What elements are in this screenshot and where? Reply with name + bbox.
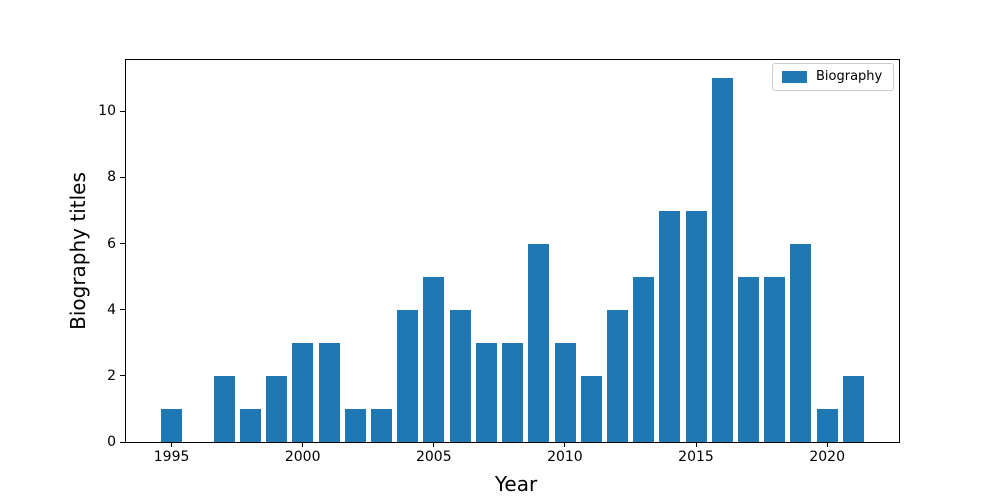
bar-2012 xyxy=(606,309,628,442)
y-tick-label-8: 8 xyxy=(107,169,116,186)
bar-2010 xyxy=(554,342,576,442)
x-axis-label: Year xyxy=(494,472,538,496)
bar-1999 xyxy=(266,375,287,442)
x-tick-2000 xyxy=(302,442,304,447)
bar-2016 xyxy=(711,78,733,442)
bars-layer xyxy=(126,60,899,442)
bar-1995 xyxy=(161,408,183,442)
bar-2003 xyxy=(370,408,392,442)
legend: Biography xyxy=(772,63,895,91)
x-tick-2010 xyxy=(564,442,566,447)
y-tick-10 xyxy=(120,110,125,112)
x-tick-label-1995: 1995 xyxy=(153,449,190,465)
x-tick-label-2020: 2020 xyxy=(809,449,845,465)
bar-2013 xyxy=(633,276,655,442)
y-tick-0 xyxy=(120,441,125,443)
bar-2020 xyxy=(816,408,838,442)
y-tick-label-2: 2 xyxy=(107,367,116,384)
bar-2011 xyxy=(580,375,602,442)
y-tick-2 xyxy=(120,375,125,377)
bar-2017 xyxy=(738,276,759,442)
x-tick-label-2000: 2000 xyxy=(284,449,321,465)
y-tick-8 xyxy=(120,176,125,178)
bar-2019 xyxy=(790,243,812,442)
x-tick-label-2010: 2010 xyxy=(547,449,583,465)
bar-2008 xyxy=(502,342,523,442)
bar-2005 xyxy=(423,276,445,442)
x-tick-2005 xyxy=(433,442,435,447)
x-tick-2020 xyxy=(826,442,828,447)
y-axis-label: Biography titles xyxy=(66,172,90,330)
bar-2009 xyxy=(528,243,550,442)
bar-2018 xyxy=(764,276,786,442)
y-tick-4 xyxy=(120,309,125,311)
bar-1998 xyxy=(239,408,261,442)
bar-2015 xyxy=(685,210,707,442)
y-tick-label-10: 10 xyxy=(98,103,116,120)
plot-area: 1995 2000 2005 2010 2015 2020 0 2 4 6 8 10 Biograp… xyxy=(98,59,900,465)
legend-swatch-icon xyxy=(782,71,807,83)
bar-2004 xyxy=(397,309,419,442)
x-tick-label-2015: 2015 xyxy=(678,449,714,465)
y-tick-label-4: 4 xyxy=(107,301,116,318)
bar-2021 xyxy=(842,375,864,442)
x-tick-2015 xyxy=(695,442,697,447)
bar-1997 xyxy=(213,375,235,442)
bar-2000 xyxy=(292,342,314,442)
y-tick-label-0: 0 xyxy=(107,434,116,450)
x-tick-1995 xyxy=(171,442,173,447)
bar-2002 xyxy=(344,408,366,442)
y-tick-6 xyxy=(120,243,125,245)
legend-label: Biography xyxy=(816,69,883,84)
bar-2007 xyxy=(475,342,497,442)
bar-2001 xyxy=(318,342,340,442)
y-tick-label-6: 6 xyxy=(107,235,116,252)
x-tick-label-2005: 2005 xyxy=(415,449,452,465)
bar-2006 xyxy=(449,309,471,442)
bar-2014 xyxy=(659,210,681,442)
